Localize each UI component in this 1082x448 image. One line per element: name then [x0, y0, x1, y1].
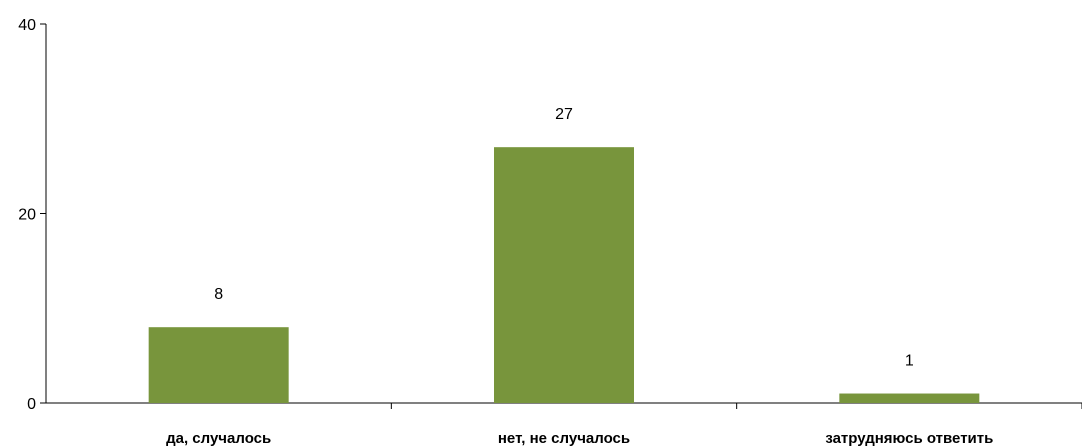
- bars: [148, 147, 980, 403]
- y-tick-label: 0: [27, 396, 36, 413]
- bar: [494, 147, 634, 403]
- y-axis: 0 20 40: [18, 17, 47, 413]
- category-label: да, случалось: [166, 430, 271, 447]
- y-tick-label: 20: [18, 207, 36, 224]
- category-labels: да, случалось нет, не случалось затрудняюс…: [166, 430, 993, 447]
- x-axis: [46, 402, 1082, 409]
- y-tick-label: 40: [18, 17, 36, 34]
- data-label: 1: [905, 353, 914, 370]
- bar: [839, 393, 980, 403]
- category-label: нет, не случалось: [498, 430, 630, 447]
- data-label: 8: [214, 286, 223, 303]
- data-labels: 8 27 1: [214, 106, 914, 369]
- bar: [148, 327, 289, 403]
- data-label: 27: [555, 106, 573, 123]
- category-label: затрудняюсь ответить: [825, 430, 993, 447]
